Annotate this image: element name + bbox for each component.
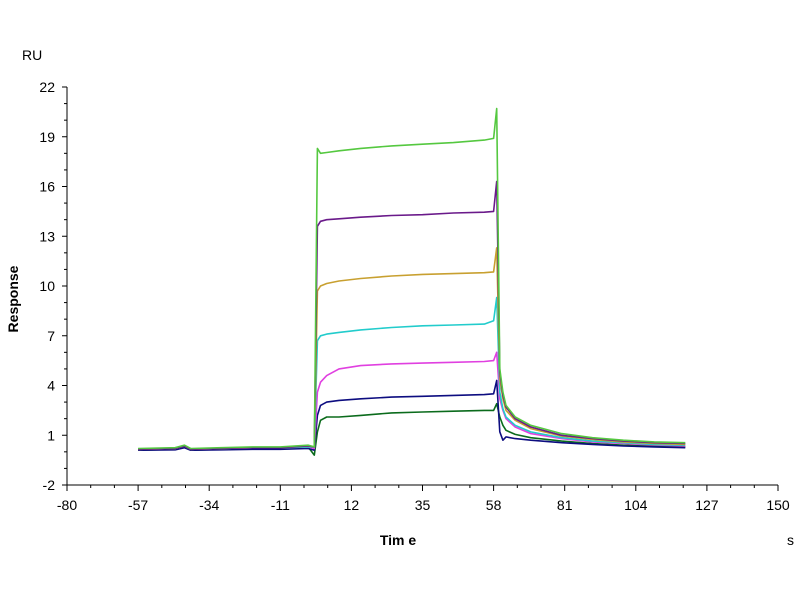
y-ticks: -2 1 4 7 10 13 16 19 22 <box>39 79 67 493</box>
x-tick-label: -57 <box>128 497 148 513</box>
y-tick-label: 19 <box>39 129 55 145</box>
y-tick-label: 4 <box>47 378 55 394</box>
y-axis-unit: RU <box>22 47 42 63</box>
y-axis-title: Response <box>5 265 21 332</box>
y-tick-label: 1 <box>47 427 55 443</box>
axes-layer <box>66 87 778 486</box>
x-tick-label: -34 <box>199 497 219 513</box>
series-layer <box>138 107 686 456</box>
y-tick-label: 7 <box>47 328 55 344</box>
y-tick-label: 13 <box>39 228 55 244</box>
x-tick-label: 81 <box>557 497 573 513</box>
y-tick-label: 16 <box>39 179 55 195</box>
x-tick-label: 35 <box>415 497 431 513</box>
x-axis-unit: s <box>787 532 794 548</box>
x-tick-label: 150 <box>766 497 790 513</box>
x-axis-title: Tim e <box>380 532 417 548</box>
series-line-3 <box>138 351 686 451</box>
x-tick-label: 12 <box>344 497 360 513</box>
y-tick-label: 10 <box>39 278 55 294</box>
x-tick-label: 104 <box>624 497 648 513</box>
series-line-2 <box>138 379 686 452</box>
x-tick-label: 58 <box>486 497 502 513</box>
x-ticks: -80 -57 -34 -11 12 35 58 81 104 127 150 <box>57 485 790 513</box>
series-line-4 <box>138 296 686 451</box>
x-tick-label: -11 <box>271 497 290 513</box>
series-line-7 <box>138 107 686 450</box>
y-tick-label: 22 <box>39 79 55 95</box>
y-tick-label: -2 <box>43 477 56 493</box>
series-line-5 <box>138 247 686 451</box>
x-tick-label: 127 <box>695 497 719 513</box>
series-line-6 <box>138 180 686 451</box>
x-tick-label: -80 <box>57 497 77 513</box>
